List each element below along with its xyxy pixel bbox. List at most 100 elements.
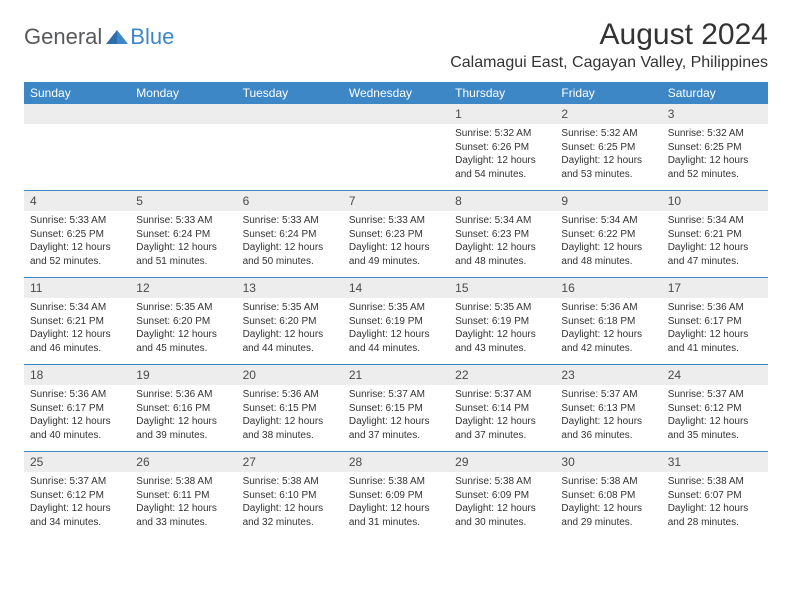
- daylight-text-2: and 53 minutes.: [561, 168, 655, 182]
- day-number: 4: [24, 191, 130, 211]
- day-details: Sunrise: 5:37 AMSunset: 6:13 PMDaylight:…: [555, 385, 661, 447]
- calendar-day: 26Sunrise: 5:38 AMSunset: 6:11 PMDayligh…: [130, 452, 236, 538]
- dow-cell: Thursday: [449, 82, 555, 104]
- calendar-day-empty: [343, 104, 449, 190]
- daylight-text-2: and 44 minutes.: [243, 342, 337, 356]
- calendar-day: 22Sunrise: 5:37 AMSunset: 6:14 PMDayligh…: [449, 365, 555, 451]
- day-number: 30: [555, 452, 661, 472]
- daylight-text-1: Daylight: 12 hours: [243, 241, 337, 255]
- daylight-text-2: and 50 minutes.: [243, 255, 337, 269]
- calendar-day: 10Sunrise: 5:34 AMSunset: 6:21 PMDayligh…: [662, 191, 768, 277]
- daylight-text-2: and 36 minutes.: [561, 429, 655, 443]
- calendar-day: 31Sunrise: 5:38 AMSunset: 6:07 PMDayligh…: [662, 452, 768, 538]
- day-number: 31: [662, 452, 768, 472]
- day-details: Sunrise: 5:34 AMSunset: 6:21 PMDaylight:…: [662, 211, 768, 273]
- day-details: Sunrise: 5:38 AMSunset: 6:09 PMDaylight:…: [449, 472, 555, 534]
- sunset-text: Sunset: 6:23 PM: [455, 228, 549, 242]
- daylight-text-2: and 41 minutes.: [668, 342, 762, 356]
- sunrise-text: Sunrise: 5:34 AM: [561, 214, 655, 228]
- daylight-text-1: Daylight: 12 hours: [668, 415, 762, 429]
- sunrise-text: Sunrise: 5:34 AM: [455, 214, 549, 228]
- day-number: 26: [130, 452, 236, 472]
- sunset-text: Sunset: 6:12 PM: [30, 489, 124, 503]
- calendar-day: 21Sunrise: 5:37 AMSunset: 6:15 PMDayligh…: [343, 365, 449, 451]
- sunrise-text: Sunrise: 5:38 AM: [243, 475, 337, 489]
- day-details: Sunrise: 5:33 AMSunset: 6:24 PMDaylight:…: [130, 211, 236, 273]
- daylight-text-2: and 48 minutes.: [561, 255, 655, 269]
- calendar-day: 9Sunrise: 5:34 AMSunset: 6:22 PMDaylight…: [555, 191, 661, 277]
- logo: General Blue: [24, 18, 174, 50]
- calendar-day-empty: [130, 104, 236, 190]
- sunset-text: Sunset: 6:24 PM: [136, 228, 230, 242]
- sunset-text: Sunset: 6:15 PM: [243, 402, 337, 416]
- dow-cell: Sunday: [24, 82, 130, 104]
- logo-word-1: General: [24, 24, 102, 50]
- sunset-text: Sunset: 6:16 PM: [136, 402, 230, 416]
- sunrise-text: Sunrise: 5:36 AM: [243, 388, 337, 402]
- sunset-text: Sunset: 6:10 PM: [243, 489, 337, 503]
- day-number: 2: [555, 104, 661, 124]
- daylight-text-2: and 52 minutes.: [668, 168, 762, 182]
- sunrise-text: Sunrise: 5:37 AM: [668, 388, 762, 402]
- day-details: Sunrise: 5:37 AMSunset: 6:12 PMDaylight:…: [24, 472, 130, 534]
- calendar-day: 18Sunrise: 5:36 AMSunset: 6:17 PMDayligh…: [24, 365, 130, 451]
- sunset-text: Sunset: 6:19 PM: [349, 315, 443, 329]
- calendar-day: 8Sunrise: 5:34 AMSunset: 6:23 PMDaylight…: [449, 191, 555, 277]
- calendar-day: 2Sunrise: 5:32 AMSunset: 6:25 PMDaylight…: [555, 104, 661, 190]
- day-details: Sunrise: 5:38 AMSunset: 6:11 PMDaylight:…: [130, 472, 236, 534]
- daylight-text-1: Daylight: 12 hours: [243, 415, 337, 429]
- calendar-day: 23Sunrise: 5:37 AMSunset: 6:13 PMDayligh…: [555, 365, 661, 451]
- day-number: 19: [130, 365, 236, 385]
- daylight-text-1: Daylight: 12 hours: [136, 415, 230, 429]
- sunset-text: Sunset: 6:17 PM: [30, 402, 124, 416]
- day-number: 18: [24, 365, 130, 385]
- calendar-day: 14Sunrise: 5:35 AMSunset: 6:19 PMDayligh…: [343, 278, 449, 364]
- sunrise-text: Sunrise: 5:32 AM: [668, 127, 762, 141]
- sunset-text: Sunset: 6:19 PM: [455, 315, 549, 329]
- dow-cell: Monday: [130, 82, 236, 104]
- sunset-text: Sunset: 6:21 PM: [30, 315, 124, 329]
- title-block: August 2024 Calamagui East, Cagayan Vall…: [450, 18, 768, 72]
- daylight-text-1: Daylight: 12 hours: [349, 415, 443, 429]
- dow-cell: Wednesday: [343, 82, 449, 104]
- sunrise-text: Sunrise: 5:38 AM: [455, 475, 549, 489]
- daylight-text-2: and 40 minutes.: [30, 429, 124, 443]
- sunset-text: Sunset: 6:17 PM: [668, 315, 762, 329]
- day-number: 29: [449, 452, 555, 472]
- sunrise-text: Sunrise: 5:35 AM: [349, 301, 443, 315]
- daylight-text-2: and 33 minutes.: [136, 516, 230, 530]
- daylight-text-1: Daylight: 12 hours: [349, 502, 443, 516]
- daylight-text-1: Daylight: 12 hours: [668, 328, 762, 342]
- calendar-day: 19Sunrise: 5:36 AMSunset: 6:16 PMDayligh…: [130, 365, 236, 451]
- daylight-text-1: Daylight: 12 hours: [30, 328, 124, 342]
- sunset-text: Sunset: 6:23 PM: [349, 228, 443, 242]
- daylight-text-1: Daylight: 12 hours: [30, 502, 124, 516]
- day-number: [343, 104, 449, 124]
- day-number: 21: [343, 365, 449, 385]
- day-number: 27: [237, 452, 343, 472]
- daylight-text-2: and 29 minutes.: [561, 516, 655, 530]
- daylight-text-1: Daylight: 12 hours: [455, 415, 549, 429]
- day-details: Sunrise: 5:36 AMSunset: 6:17 PMDaylight:…: [662, 298, 768, 360]
- daylight-text-1: Daylight: 12 hours: [668, 241, 762, 255]
- calendar-week: 18 Sunrise: 5:36 AM Sunset: 6:17 PM Dayligh…: [24, 364, 768, 451]
- daylight-text-1: Daylight: 12 hours: [561, 415, 655, 429]
- sunset-text: Sunset: 6:12 PM: [668, 402, 762, 416]
- day-details: Sunrise: 5:34 AMSunset: 6:21 PMDaylight:…: [24, 298, 130, 360]
- day-number: [130, 104, 236, 124]
- day-number: 24: [662, 365, 768, 385]
- day-details: Sunrise: 5:36 AMSunset: 6:18 PMDaylight:…: [555, 298, 661, 360]
- sunset-text: Sunset: 6:11 PM: [136, 489, 230, 503]
- daylight-text-2: and 52 minutes.: [30, 255, 124, 269]
- calendar-day: 17Sunrise: 5:36 AMSunset: 6:17 PMDayligh…: [662, 278, 768, 364]
- sunrise-text: Sunrise: 5:38 AM: [668, 475, 762, 489]
- daylight-text-2: and 48 minutes.: [455, 255, 549, 269]
- daylight-text-2: and 45 minutes.: [136, 342, 230, 356]
- sunset-text: Sunset: 6:26 PM: [455, 141, 549, 155]
- calendar-day: 7Sunrise: 5:33 AMSunset: 6:23 PMDaylight…: [343, 191, 449, 277]
- calendar-day: 3Sunrise: 5:32 AMSunset: 6:25 PMDaylight…: [662, 104, 768, 190]
- calendar-day-empty: [237, 104, 343, 190]
- sunrise-text: Sunrise: 5:37 AM: [30, 475, 124, 489]
- dow-cell: Friday: [555, 82, 661, 104]
- sunrise-text: Sunrise: 5:33 AM: [136, 214, 230, 228]
